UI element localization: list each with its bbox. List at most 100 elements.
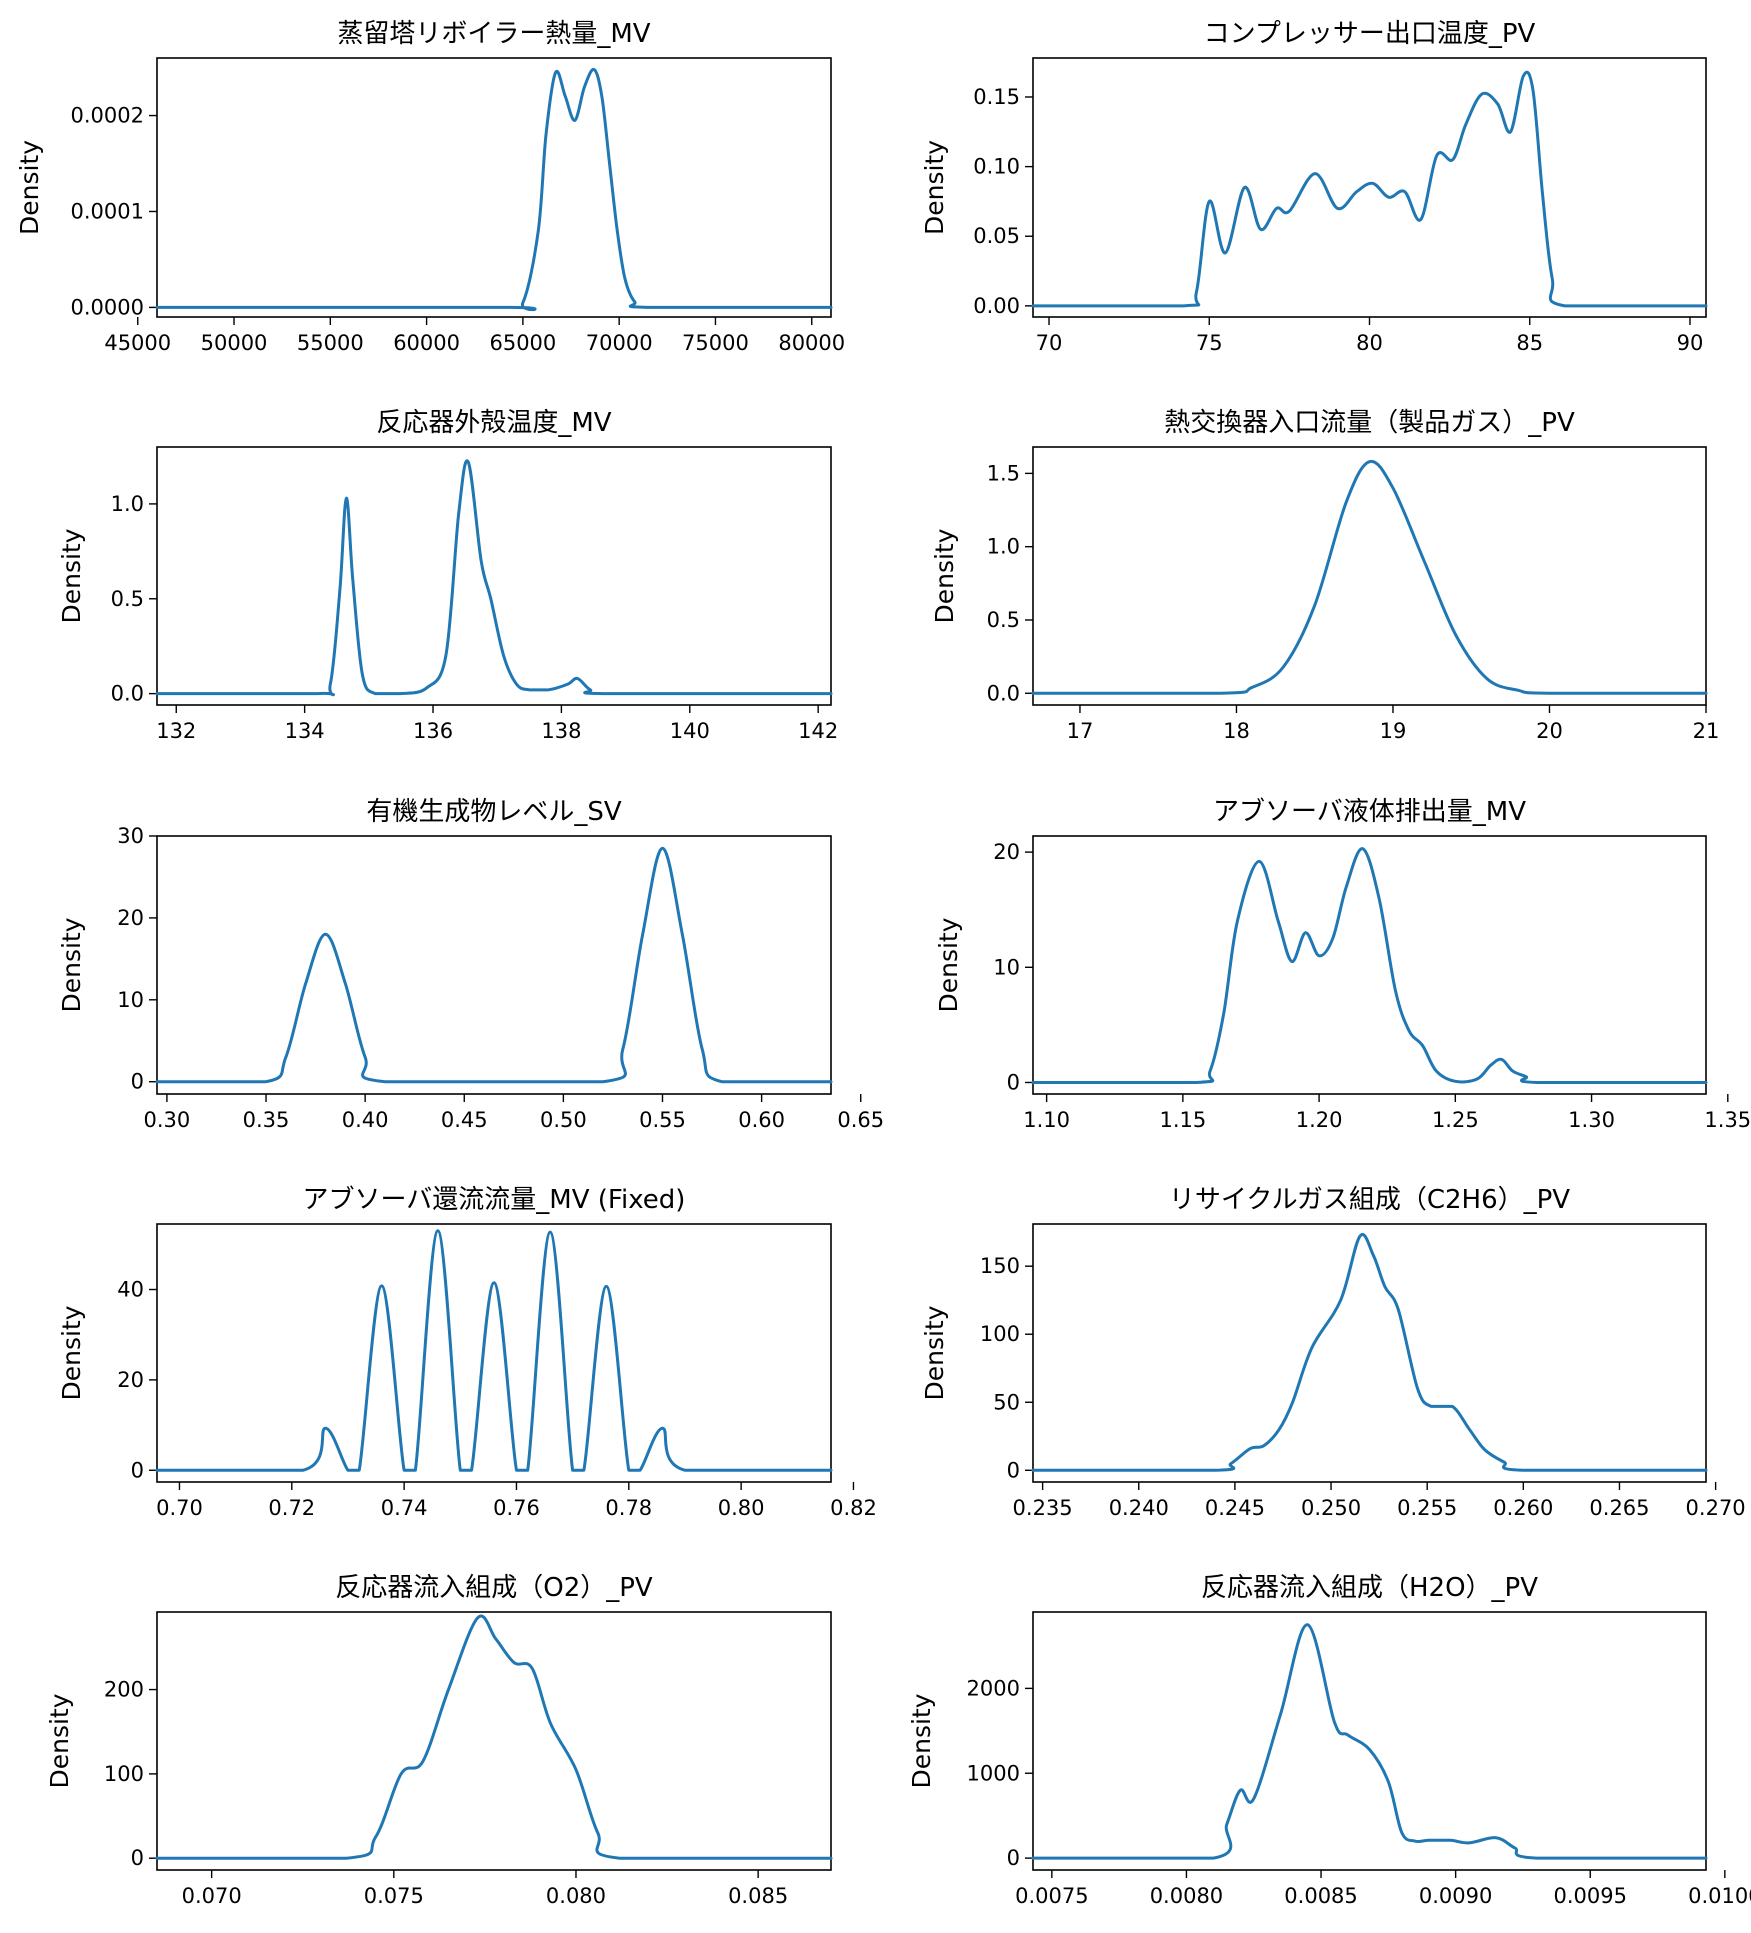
- y-tick-label: 1.0: [111, 492, 144, 516]
- y-tick-label: 0: [1007, 1070, 1020, 1094]
- x-tick-label: 0.45: [441, 1108, 488, 1132]
- axes-frame: [1032, 57, 1707, 318]
- density-line: [155, 1229, 833, 1472]
- x-tick-label: 138: [541, 719, 581, 743]
- x-tick-label: 1.15: [1159, 1108, 1206, 1132]
- y-tick-label: 150: [980, 1254, 1020, 1278]
- y-axis-label: Density: [45, 1693, 74, 1788]
- subplot-title: アブソーバ液体排出量_MV: [1213, 797, 1526, 827]
- x-tick-label: 18: [1223, 719, 1250, 743]
- x-tick-label: 0.82: [830, 1496, 877, 1520]
- x-tick-label: 0.075: [364, 1884, 424, 1908]
- x-tick-label: 1.25: [1432, 1108, 1479, 1132]
- y-tick-label: 200: [104, 1678, 144, 1702]
- axes-frame: [1032, 1611, 1707, 1871]
- subplot-2: コンプレッサー出口温度_PV 70 75 80 85 90 0.00 0.05 0.10 0.15…: [920, 19, 1708, 355]
- x-tick-label: 0.60: [738, 1108, 785, 1132]
- x-tick-label: 0.76: [493, 1496, 540, 1520]
- x-tick-label: 50000: [201, 331, 268, 355]
- y-tick-label: 100: [980, 1322, 1020, 1346]
- x-tick-label: 0.72: [268, 1496, 315, 1520]
- x-tick-label: 0.70: [156, 1496, 203, 1520]
- x-tick-label: 0.0075: [1015, 1884, 1088, 1908]
- y-tick-label: 1.5: [987, 461, 1020, 485]
- x-tick-label: 134: [285, 719, 325, 743]
- x-tick-label: 21: [1693, 719, 1720, 743]
- x-tick-label: 19: [1380, 719, 1407, 743]
- y-tick-label: 0.00: [973, 294, 1020, 318]
- axes-frame: [156, 446, 832, 706]
- x-tick-label: 80: [1356, 331, 1383, 355]
- x-tick-label: 1.30: [1568, 1108, 1615, 1132]
- x-tick-label: 70: [1036, 331, 1063, 355]
- density-line: [1031, 1623, 1708, 1860]
- x-tick-label: 85: [1516, 331, 1543, 355]
- y-tick-label: 1.0: [987, 535, 1020, 559]
- density-line: [155, 846, 833, 1084]
- x-tick-label: 0.0090: [1419, 1884, 1492, 1908]
- y-tick-label: 20: [117, 1368, 144, 1392]
- density-line: [155, 1614, 833, 1860]
- x-tick-label: 0.80: [718, 1496, 765, 1520]
- axes-frame: [156, 1223, 832, 1483]
- y-axis-label: Density: [57, 1305, 86, 1400]
- x-tick-label: 0.65: [837, 1108, 884, 1132]
- subplot-title: 蒸留塔リボイラー熱量_MV: [337, 19, 650, 49]
- x-tick-label: 0.255: [1397, 1496, 1457, 1520]
- x-tick-label: 0.245: [1205, 1496, 1265, 1520]
- y-tick-label: 0: [131, 1070, 144, 1094]
- subplot-title: 有機生成物レベル_SV: [366, 797, 622, 827]
- y-tick-label: 0.0002: [71, 104, 144, 128]
- x-tick-label: 0.080: [546, 1884, 606, 1908]
- x-tick-label: 0.085: [728, 1884, 788, 1908]
- y-tick-label: 0: [131, 1846, 144, 1870]
- y-tick-label: 0: [131, 1458, 144, 1482]
- x-tick-label: 0.40: [342, 1108, 389, 1132]
- subplot-title: 反応器流入組成（O2）_PV: [335, 1573, 653, 1603]
- axes-frame: [156, 835, 832, 1095]
- y-axis-label: Density: [57, 917, 86, 1012]
- y-axis-label: Density: [57, 528, 86, 623]
- y-tick-label: 20: [117, 906, 144, 930]
- y-tick-label: 0: [1007, 1846, 1020, 1870]
- density-line: [1031, 459, 1708, 695]
- y-tick-label: 0.0: [987, 681, 1020, 705]
- x-tick-label: 0.55: [639, 1108, 686, 1132]
- subplot-9: 反応器流入組成（O2）_PV 0.070 0.075 0.080 0.085 0 100 20…: [45, 1573, 833, 1908]
- x-tick-label: 1.10: [1023, 1108, 1070, 1132]
- axes-frame: [1032, 835, 1707, 1095]
- y-axis-label: Density: [920, 140, 949, 235]
- x-tick-label: 70000: [586, 331, 653, 355]
- y-tick-label: 20: [993, 840, 1020, 864]
- y-tick-label: 0.5: [111, 587, 144, 611]
- y-tick-label: 0.0000: [71, 295, 144, 319]
- x-tick-label: 0.35: [243, 1108, 290, 1132]
- x-tick-label: 65000: [489, 331, 556, 355]
- y-tick-label: 0.10: [973, 155, 1020, 179]
- subplot-4: 熱交換器入口流量（製品ガス）_PV 17 18 19 20 21 0.0 0.5 1.0 1.5 D…: [930, 408, 1719, 743]
- y-tick-label: 0.0001: [71, 199, 144, 223]
- subplot-title: アブソーバ還流流量_MV (Fixed): [303, 1185, 686, 1215]
- density-line: [1031, 70, 1708, 308]
- y-tick-label: 40: [117, 1278, 144, 1302]
- y-tick-label: 0.0: [111, 682, 144, 706]
- x-tick-label: 0.74: [381, 1496, 428, 1520]
- axes-frame: [156, 1611, 832, 1871]
- x-tick-label: 1.35: [1704, 1108, 1751, 1132]
- x-tick-label: 0.0095: [1554, 1884, 1627, 1908]
- x-tick-label: 90: [1677, 331, 1704, 355]
- x-tick-label: 75: [1196, 331, 1223, 355]
- x-tick-label: 0.260: [1493, 1496, 1553, 1520]
- x-tick-label: 0.270: [1686, 1496, 1746, 1520]
- axes-frame: [156, 57, 832, 318]
- subplot-6: アブソーバ液体排出量_MV 1.10 1.15 1.20 1.25 1.30 1.35 0 10…: [934, 797, 1751, 1132]
- x-tick-label: 0.070: [182, 1884, 242, 1908]
- x-tick-label: 0.250: [1301, 1496, 1361, 1520]
- x-tick-label: 0.0085: [1284, 1884, 1357, 1908]
- y-tick-label: 10: [117, 988, 144, 1012]
- y-axis-label: Density: [920, 1305, 949, 1400]
- x-tick-label: 80000: [778, 331, 845, 355]
- x-tick-label: 60000: [393, 331, 460, 355]
- y-tick-label: 2000: [967, 1676, 1020, 1700]
